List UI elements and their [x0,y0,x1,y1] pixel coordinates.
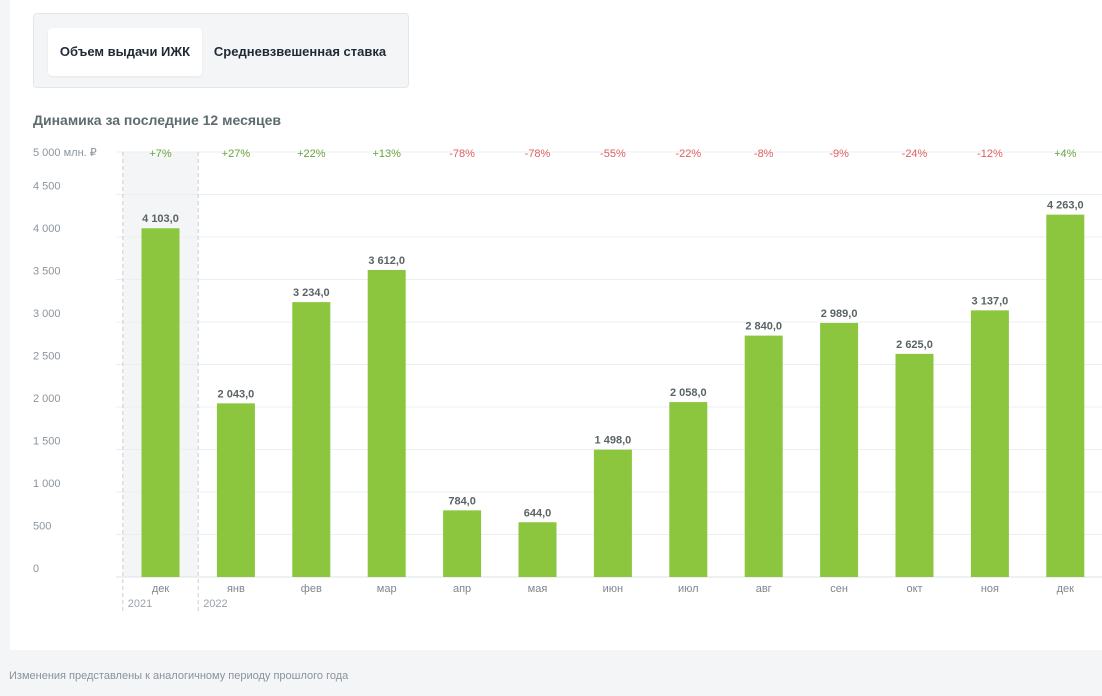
bar [970,310,1009,577]
year-label: 2022 [203,598,227,610]
change-label: +27% [222,148,251,160]
bar [744,335,783,577]
tab-switcher: Объем выдачи ИЖК Средневзвешенная ставка [33,13,409,88]
x-tick-label: авг [756,583,772,595]
y-tick-label: 3 500 [33,266,61,278]
bar [1046,214,1085,577]
data-label: 644,0 [524,507,552,519]
x-tick-label: сен [830,583,848,595]
chart-subtitle: Динамика за последние 12 месяцев [33,112,282,128]
bar-chart: 0 500 1 000 1 500 2 000 2 500 3 000 3 500 4 000 4… [33,147,1102,614]
data-label: 4 263,0 [1047,200,1084,212]
bar [669,402,708,577]
bar [292,302,331,577]
bar [895,353,934,577]
data-label: 3 137,0 [972,295,1009,307]
x-tick-label: окт [906,583,922,595]
tab-weighted-rate[interactable]: Средневзвешенная ставка [213,44,387,59]
data-label: 1 498,0 [595,435,632,447]
change-label: -8% [754,148,774,160]
change-label: -55% [600,148,626,160]
x-tick-label: дек [1057,583,1075,595]
y-tick-label: 4 000 [33,223,61,235]
change-label: +22% [297,148,326,160]
x-tick-label: мар [377,583,397,595]
x-tick-label: мая [528,583,548,595]
change-label: -78% [449,148,475,160]
y-tick-label: 0 [33,563,39,575]
change-label: +7% [149,148,172,160]
bar [443,510,482,577]
bar [216,403,255,577]
bar [141,228,180,577]
tab-loan-volume[interactable]: Объем выдачи ИЖК [48,28,202,76]
y-tick-label: 2 500 [33,351,61,363]
bar [367,269,406,577]
data-label: 4 103,0 [142,213,179,225]
year-label: 2021 [128,598,152,610]
data-label: 2 043,0 [218,388,255,400]
y-unit-label: 5 000 млн. ₽ [33,147,97,159]
y-tick-label: 4 500 [33,181,61,193]
x-tick-label: апр [453,583,471,595]
change-label: -9% [829,148,849,160]
y-tick-label: 500 [33,521,51,533]
data-label: 3 612,0 [368,255,405,267]
bar [820,322,859,577]
x-tick-label: янв [227,583,245,595]
data-label: 2 989,0 [821,308,858,320]
y-tick-label: 1 500 [33,436,61,448]
data-label: 2 625,0 [896,339,933,351]
x-tick-label: июн [603,583,623,595]
x-tick-label: июл [678,583,699,595]
bar [518,522,557,577]
data-label: 2 058,0 [670,387,707,399]
bar [593,449,632,577]
change-label: +13% [372,148,401,160]
change-label: -22% [675,148,701,160]
change-label: -78% [525,148,551,160]
footer-note: Изменения представлены к аналогичному пе… [9,670,349,682]
x-tick-label: фев [301,583,322,595]
change-label: -24% [902,148,928,160]
y-tick-label: 2 000 [33,393,61,405]
x-tick-label: ноя [981,583,999,595]
data-label: 3 234,0 [293,287,330,299]
y-tick-label: 3 000 [33,308,61,320]
change-label: -12% [977,148,1003,160]
data-label: 2 840,0 [745,321,782,333]
change-label: +4% [1054,148,1077,160]
y-tick-label: 1 000 [33,478,61,490]
data-label: 784,0 [448,495,476,507]
x-tick-label: дек [152,583,170,595]
